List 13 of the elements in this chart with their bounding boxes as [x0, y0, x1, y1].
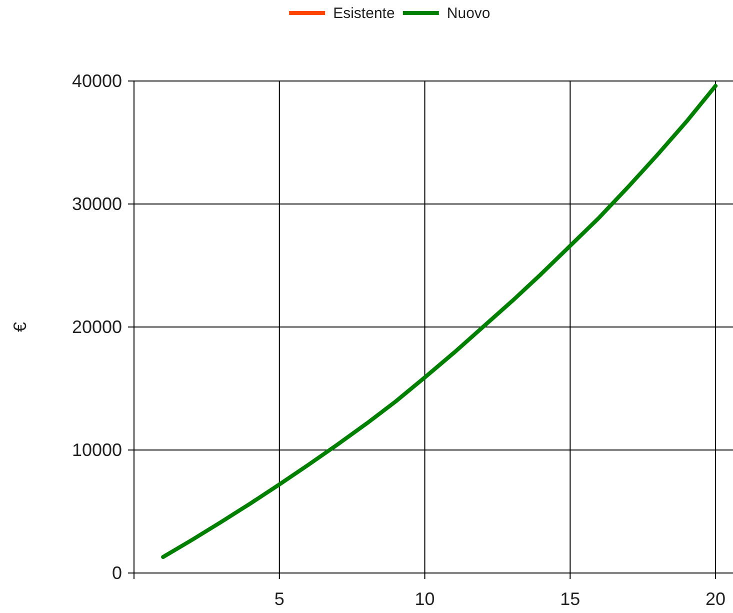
y-tick-label: 10000	[72, 440, 122, 460]
x-tick-label: 15	[560, 589, 580, 609]
y-tick-label: 30000	[72, 194, 122, 214]
x-tick-label: 10	[414, 589, 435, 609]
line-series	[161, 84, 718, 560]
legend-label: Nuovo	[446, 5, 490, 22]
x-tick-label: 5	[274, 589, 284, 609]
legend-label: Esistente	[333, 5, 395, 22]
y-tick-label: 40000	[72, 71, 122, 91]
y-axis-title: €	[10, 322, 30, 332]
y-tick-label: 20000	[72, 317, 122, 337]
x-tick-label: 20	[706, 589, 726, 609]
y-tick-label: 0	[112, 563, 122, 583]
